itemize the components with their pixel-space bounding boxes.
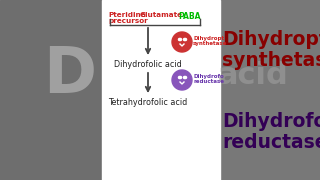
Bar: [220, 0, 320, 180]
Text: PABA: PABA: [178, 12, 201, 21]
Text: acid: acid: [218, 60, 289, 89]
Circle shape: [172, 70, 192, 90]
Circle shape: [172, 32, 192, 52]
Text: Dihydrofo
reductase: Dihydrofo reductase: [193, 74, 224, 84]
Text: Tetrahydrofolic acid: Tetrahydrofolic acid: [108, 98, 188, 107]
Bar: [0, 0, 102, 180]
Text: Glutamate: Glutamate: [140, 12, 183, 18]
Text: Dihydrofol
reductase: Dihydrofol reductase: [222, 112, 320, 152]
Text: Dihydropt
synthetase: Dihydropt synthetase: [193, 36, 228, 46]
Text: Dihydropte
synthetase: Dihydropte synthetase: [222, 30, 320, 70]
Text: Dihydrofolic acid: Dihydrofolic acid: [114, 60, 182, 69]
Text: Pteridine
precursor: Pteridine precursor: [108, 12, 148, 24]
Bar: [102, 0, 220, 180]
Text: D: D: [43, 44, 96, 106]
